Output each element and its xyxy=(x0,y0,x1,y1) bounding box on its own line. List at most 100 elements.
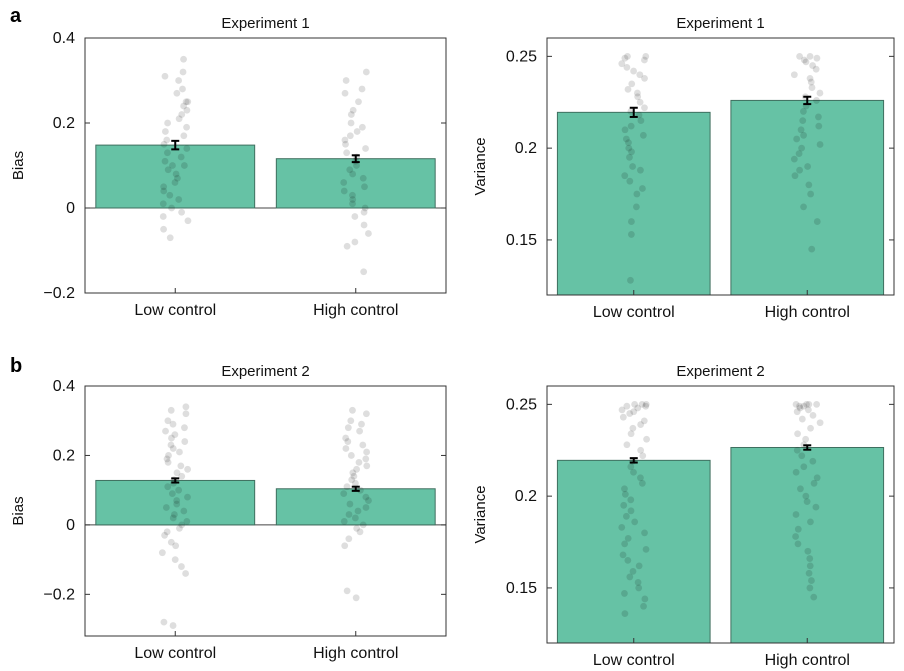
data-point xyxy=(810,479,818,487)
data-point xyxy=(362,68,370,76)
bar-low-control xyxy=(556,111,711,296)
data-point xyxy=(355,98,362,106)
bar-low-control xyxy=(556,459,711,644)
data-point xyxy=(634,579,642,586)
data-point xyxy=(619,413,627,421)
data-point xyxy=(358,123,366,131)
data-point xyxy=(626,177,634,185)
data-point xyxy=(171,431,179,439)
data-point xyxy=(621,172,629,180)
data-point xyxy=(161,531,169,539)
data-point xyxy=(641,74,648,82)
data-point xyxy=(342,434,350,442)
data-point xyxy=(342,77,350,84)
data-point xyxy=(636,71,644,79)
data-point xyxy=(164,166,172,174)
data-point xyxy=(350,472,358,480)
data-point xyxy=(164,458,172,466)
data-point xyxy=(173,469,181,477)
y-tick-label: 0 xyxy=(66,200,75,217)
data-point xyxy=(174,174,181,182)
data-point xyxy=(169,420,177,428)
data-point xyxy=(629,568,637,575)
data-point xyxy=(807,78,815,86)
bar-low-control xyxy=(95,144,256,209)
data-point xyxy=(816,141,824,148)
data-point xyxy=(796,166,803,174)
data-point xyxy=(360,208,368,216)
data-point xyxy=(172,542,180,550)
data-point xyxy=(618,60,626,68)
data-point xyxy=(176,524,183,532)
data-point xyxy=(809,411,817,419)
data-point xyxy=(642,545,650,553)
data-point xyxy=(164,483,172,491)
data-point xyxy=(173,500,181,508)
data-point xyxy=(171,179,179,186)
data-point xyxy=(359,521,367,529)
data-point xyxy=(340,179,348,186)
data-point xyxy=(792,468,800,476)
data-point xyxy=(341,542,349,550)
data-point xyxy=(179,85,186,93)
y-tick-label: 0.2 xyxy=(515,140,537,157)
data-point xyxy=(631,518,639,526)
data-point xyxy=(175,115,183,123)
data-point xyxy=(178,521,186,529)
data-point xyxy=(621,54,629,62)
data-point xyxy=(178,472,186,480)
plot-frame xyxy=(84,385,447,637)
data-point xyxy=(360,221,368,229)
data-point xyxy=(812,503,820,511)
data-point xyxy=(349,170,357,178)
data-point xyxy=(633,89,641,97)
data-point xyxy=(806,52,814,60)
data-point xyxy=(631,400,639,408)
data-point xyxy=(176,448,183,456)
y-tick-label: 0.25 xyxy=(506,48,537,65)
data-point xyxy=(637,421,645,428)
data-point xyxy=(347,119,355,127)
y-tick-label: −0.2 xyxy=(43,586,75,603)
data-point xyxy=(816,89,824,97)
data-point xyxy=(790,71,798,79)
data-point xyxy=(799,117,807,125)
data-point xyxy=(792,400,800,408)
y-tick-label: 0 xyxy=(66,517,75,534)
data-point xyxy=(619,551,627,559)
data-point xyxy=(356,486,364,494)
data-point xyxy=(628,148,635,156)
data-point xyxy=(800,463,808,471)
data-point xyxy=(356,528,364,536)
data-point xyxy=(630,408,638,416)
data-point xyxy=(363,448,371,456)
data-point xyxy=(641,104,648,112)
data-point xyxy=(629,424,637,432)
data-point xyxy=(349,469,357,477)
data-point xyxy=(340,518,348,525)
data-point xyxy=(625,139,632,147)
y-tick-label: 0.4 xyxy=(53,30,75,47)
panel-label-b: b xyxy=(10,355,22,377)
y-axis-label: Bias xyxy=(10,151,27,180)
data-point xyxy=(637,474,644,482)
data-point xyxy=(805,569,813,577)
data-point xyxy=(622,135,630,143)
data-point xyxy=(634,404,642,412)
data-point xyxy=(624,86,632,93)
data-point xyxy=(353,162,360,169)
data-point xyxy=(618,406,626,414)
data-point xyxy=(351,213,359,220)
data-point xyxy=(794,525,802,533)
chart-title: Experiment 1 xyxy=(676,15,764,32)
data-point xyxy=(804,547,812,555)
data-point xyxy=(183,123,190,131)
data-point xyxy=(803,400,810,408)
data-point xyxy=(802,58,810,66)
data-point xyxy=(809,457,817,465)
bar-high-control xyxy=(730,446,885,644)
data-point xyxy=(637,166,644,174)
data-point xyxy=(362,410,370,418)
